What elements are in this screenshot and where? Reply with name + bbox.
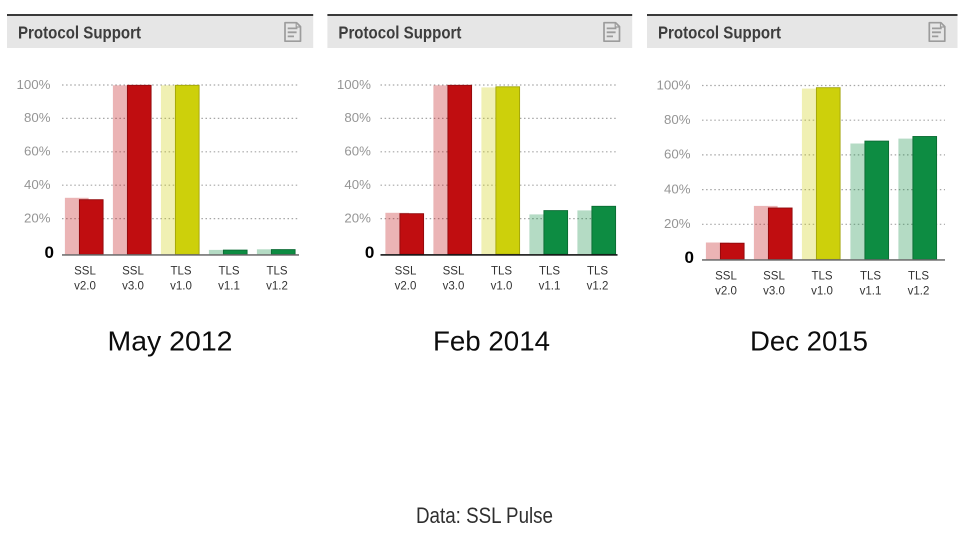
- svg-text:TLS: TLS: [908, 270, 929, 282]
- svg-text:Protocol Support: Protocol Support: [658, 23, 781, 43]
- svg-text:Protocol Support: Protocol Support: [18, 23, 141, 43]
- svg-text:TLS: TLS: [170, 265, 191, 277]
- svg-text:SSL: SSL: [74, 265, 96, 277]
- svg-text:60%: 60%: [24, 144, 51, 159]
- svg-text:Feb 2014: Feb 2014: [433, 326, 550, 357]
- svg-text:TLS: TLS: [266, 265, 287, 277]
- svg-text:May 2012: May 2012: [108, 326, 233, 357]
- svg-text:v2.0: v2.0: [74, 280, 96, 292]
- svg-text:SSL: SSL: [443, 265, 465, 277]
- svg-text:20%: 20%: [24, 210, 51, 225]
- svg-text:60%: 60%: [344, 144, 371, 159]
- svg-text:TLS: TLS: [587, 265, 608, 277]
- svg-text:v2.0: v2.0: [715, 285, 737, 297]
- svg-text:60%: 60%: [664, 147, 691, 162]
- svg-text:100%: 100%: [337, 77, 371, 92]
- svg-text:100%: 100%: [657, 77, 691, 92]
- svg-text:v1.1: v1.1: [218, 280, 240, 292]
- svg-text:0: 0: [685, 248, 694, 267]
- svg-text:80%: 80%: [344, 110, 371, 125]
- svg-text:Dec 2015: Dec 2015: [750, 326, 868, 357]
- svg-text:Protocol Support: Protocol Support: [338, 23, 461, 43]
- svg-text:40%: 40%: [24, 177, 51, 192]
- svg-text:SSL: SSL: [395, 265, 417, 277]
- svg-text:v1.0: v1.0: [811, 285, 833, 297]
- svg-text:TLS: TLS: [218, 265, 239, 277]
- svg-text:v1.2: v1.2: [266, 280, 288, 292]
- svg-text:v1.0: v1.0: [170, 280, 192, 292]
- svg-text:v2.0: v2.0: [395, 280, 417, 292]
- svg-text:40%: 40%: [664, 181, 691, 196]
- svg-text:TLS: TLS: [811, 270, 832, 282]
- svg-text:Data: SSL Pulse: Data: SSL Pulse: [416, 503, 553, 528]
- svg-text:v1.2: v1.2: [908, 285, 930, 297]
- svg-text:SSL: SSL: [763, 270, 785, 282]
- svg-text:v1.1: v1.1: [539, 280, 561, 292]
- svg-text:SSL: SSL: [122, 265, 144, 277]
- svg-text:v1.2: v1.2: [587, 280, 609, 292]
- svg-text:TLS: TLS: [539, 265, 560, 277]
- svg-text:TLS: TLS: [860, 270, 881, 282]
- svg-text:SSL: SSL: [715, 270, 737, 282]
- svg-text:20%: 20%: [664, 216, 691, 231]
- svg-text:TLS: TLS: [491, 265, 512, 277]
- svg-text:40%: 40%: [344, 177, 371, 192]
- svg-text:0: 0: [45, 243, 54, 262]
- svg-text:0: 0: [365, 243, 374, 262]
- svg-text:v3.0: v3.0: [122, 280, 144, 292]
- svg-text:20%: 20%: [344, 210, 371, 225]
- svg-text:100%: 100%: [17, 77, 51, 92]
- svg-text:80%: 80%: [24, 110, 51, 125]
- svg-text:v1.0: v1.0: [491, 280, 513, 292]
- svg-text:80%: 80%: [664, 112, 691, 127]
- svg-text:v3.0: v3.0: [763, 285, 785, 297]
- svg-text:v1.1: v1.1: [860, 285, 882, 297]
- svg-text:v3.0: v3.0: [443, 280, 465, 292]
